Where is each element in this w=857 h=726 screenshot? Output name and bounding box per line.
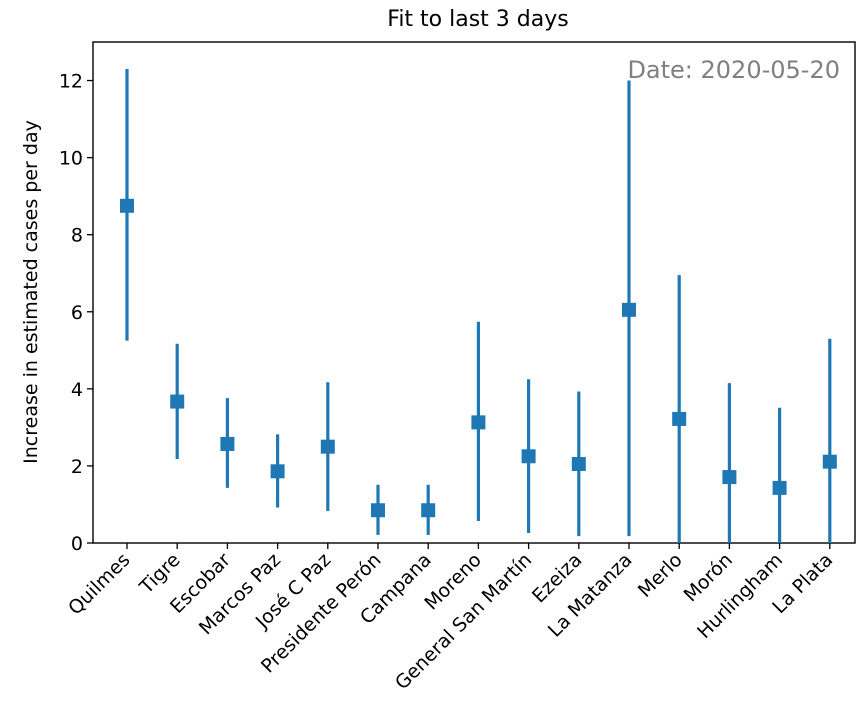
x-tick-label: Quilmes bbox=[64, 549, 134, 619]
data-point bbox=[320, 439, 335, 454]
data-point bbox=[822, 454, 837, 469]
data-point bbox=[170, 394, 185, 409]
chart-title: Fit to last 3 days bbox=[387, 7, 568, 32]
y-tick-label: 2 bbox=[71, 456, 83, 478]
y-tick-label: 10 bbox=[59, 148, 83, 170]
data-point bbox=[270, 464, 285, 479]
y-tick-label: 8 bbox=[71, 225, 83, 247]
y-tick-label: 6 bbox=[71, 302, 83, 324]
data-point bbox=[521, 449, 536, 464]
data-point bbox=[421, 503, 436, 518]
y-tick-label: 12 bbox=[59, 71, 83, 93]
data-point bbox=[722, 470, 737, 485]
data-point bbox=[672, 411, 687, 426]
plot-frame bbox=[92, 41, 856, 544]
data-point bbox=[772, 480, 787, 495]
x-tick-label: Merlo bbox=[634, 549, 687, 602]
y-axis-label: Increase in estimated cases per day bbox=[20, 120, 42, 464]
data-point bbox=[471, 415, 486, 430]
data-point bbox=[371, 503, 385, 518]
data-point bbox=[622, 302, 636, 317]
data-point bbox=[220, 436, 235, 451]
y-tick-label: 4 bbox=[71, 379, 83, 401]
data-point bbox=[120, 198, 134, 213]
date-annotation: Date: 2020-05-20 bbox=[627, 56, 840, 84]
y-tick-label: 0 bbox=[71, 533, 83, 555]
data-point bbox=[571, 456, 586, 471]
